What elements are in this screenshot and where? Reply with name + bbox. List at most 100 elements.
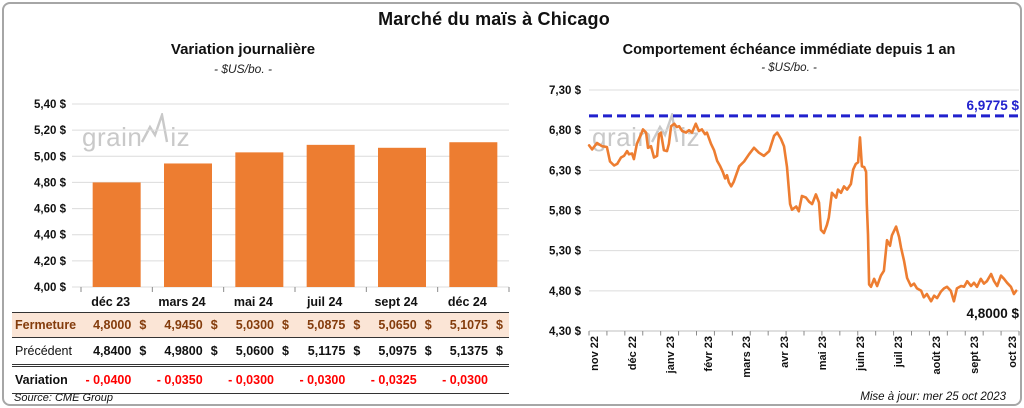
table-row-variation: Variation - 0,0400 - 0,0350 - 0,0300 - 0,030… (12, 367, 509, 394)
cell-value: 4,9450 (164, 318, 203, 332)
x-axis-label: août 23 (931, 336, 943, 375)
currency-sign: $ (282, 344, 289, 358)
table-header-row: déc 23 mars 24 mai 24 juil 24 sept 24 déc 24 (12, 292, 509, 313)
bar-chart-subtitle: - $US/bo. - (213, 62, 273, 76)
currency-sign: $ (210, 318, 218, 332)
value-cell: 5,0300 $ (224, 318, 295, 332)
x-axis-label: mars 23 (741, 336, 753, 378)
currency-sign: $ (282, 318, 289, 332)
column-header: déc 23 (91, 295, 131, 309)
x-axis-label: juin 23 (855, 336, 867, 372)
value-cell: - 0,0300 (224, 373, 295, 387)
value-cell: - 0,0400 (81, 373, 152, 387)
value-cell: 4,8400 $ (81, 344, 152, 358)
price-table: déc 23 mars 24 mai 24 juil 24 sept 24 déc 24 F… (12, 292, 509, 394)
currency-sign (203, 373, 218, 387)
page-title: Marché du maïs à Chicago (378, 9, 610, 29)
update-note: Mise à jour: mer 25 oct 2023 (860, 391, 1006, 403)
bar-chart-svg: 4,00 $ 4,20 $ 4,40 $ 4,60 $ 4,80 $ 5,00 $ 5,20… (34, 99, 510, 294)
value-cell: 5,1375 $ (438, 344, 509, 358)
y-axis-label: 5,20 $ (34, 125, 67, 137)
row-label: Variation (15, 373, 68, 387)
currency-sign (417, 373, 432, 387)
row-label: Précédent (15, 344, 72, 358)
y-axis-label: 4,80 $ (549, 286, 582, 298)
zigzag-logo-icon (141, 113, 169, 143)
y-axis-label: 4,30 $ (549, 326, 582, 338)
currency-sign: $ (353, 344, 361, 358)
value-cell: 5,0650 $ (366, 318, 437, 332)
value-cell: 5,1075 $ (438, 318, 509, 332)
cell-value: 5,0650 (378, 318, 417, 332)
target-value-label: 6,9775 $ (966, 98, 1019, 113)
y-axis-label: 4,40 $ (34, 230, 67, 242)
watermark-text: iz (680, 122, 701, 152)
row-label: Fermeture (15, 318, 77, 332)
value-cell: 5,0875 $ (295, 318, 366, 332)
y-axis-label: 4,60 $ (34, 204, 67, 216)
cell-value: - 0,0325 (370, 373, 417, 387)
cell-value: 4,8400 (93, 344, 132, 358)
currency-sign (488, 373, 503, 387)
column-header: mars 24 (158, 295, 206, 309)
currency-sign (274, 373, 289, 387)
cell-value: 5,0600 (235, 344, 274, 358)
value-cell: 5,0975 $ (366, 344, 437, 358)
currency-sign: $ (210, 344, 218, 358)
currency-sign (131, 373, 146, 387)
y-axis-label: 5,80 $ (549, 206, 582, 218)
bar-chart-title: Variation journalière (170, 41, 316, 58)
currency-sign: $ (353, 318, 361, 332)
x-axis-label: oct 23 (1007, 336, 1019, 368)
column-header: mai 24 (233, 295, 273, 309)
x-axis-label: janv 23 (665, 336, 677, 374)
value-cell: 5,0600 $ (224, 344, 295, 358)
currency-sign: $ (424, 318, 432, 332)
watermark-text: iz (170, 122, 191, 152)
cell-value: - 0,0400 (85, 373, 132, 387)
y-axis-label: 5,30 $ (549, 246, 582, 258)
bar (306, 144, 355, 287)
y-axis-label: 4,20 $ (34, 256, 67, 268)
line-chart-title: Comportement échéance immédiate depuis 1… (622, 42, 956, 58)
cell-value: - 0,0350 (156, 373, 203, 387)
x-axis-label: nov 22 (589, 336, 601, 371)
column-header: juil 24 (306, 295, 343, 309)
value-cell: 4,9800 $ (152, 344, 223, 358)
cell-value: - 0,0300 (299, 373, 346, 387)
column-header: sept 24 (374, 295, 418, 309)
value-cell: - 0,0350 (152, 373, 223, 387)
table-row-precedent: Précédent 4,8400 $4,9800 $5,0600 $5,1175 $5,0… (12, 338, 509, 367)
currency-sign: $ (139, 344, 147, 358)
cell-value: 5,0875 (307, 318, 346, 332)
cell-value: 5,1175 (307, 344, 346, 358)
currency-sign: $ (496, 344, 503, 358)
y-axis-label: 6,80 $ (549, 125, 582, 137)
currency-sign: $ (139, 318, 147, 332)
currency-sign: $ (424, 344, 432, 358)
x-axis-label: févr 23 (703, 336, 715, 371)
value-cell: - 0,0300 (295, 373, 366, 387)
cell-value: - 0,0300 (442, 373, 488, 387)
value-cell: 4,8000 $ (81, 318, 152, 332)
table-row-fermeture: Fermeture 4,8000 $ 4,9450 $5,0300 $5,0875 $5,0… (12, 313, 509, 338)
y-axis-label: 7,30 $ (549, 85, 582, 97)
y-axis-label: 4,00 $ (34, 282, 67, 294)
cell-value: - 0,0300 (228, 373, 274, 387)
cell-value: 4,9800 (164, 344, 203, 358)
bar (92, 182, 141, 287)
cell-value: 5,1375 (449, 344, 488, 358)
y-axis-label: 5,40 $ (34, 99, 67, 111)
cell-value: 5,0975 (378, 344, 417, 358)
value-cell: - 0,0325 (366, 373, 437, 387)
y-axis-label: 6,30 $ (549, 165, 582, 177)
bar (378, 147, 426, 287)
line-chart-svg: 4,30 $ 4,80 $ 5,30 $ 5,80 $ 6,30 $ 6,80 $ 7,30… (549, 85, 1020, 378)
column-header: déc 24 (447, 295, 487, 309)
cell-value: 5,0300 (235, 318, 274, 332)
currency-sign (345, 373, 360, 387)
x-axis-label: juil 23 (893, 336, 905, 368)
watermark-text: grain (82, 122, 143, 152)
bar (164, 163, 212, 287)
bar (235, 152, 284, 287)
